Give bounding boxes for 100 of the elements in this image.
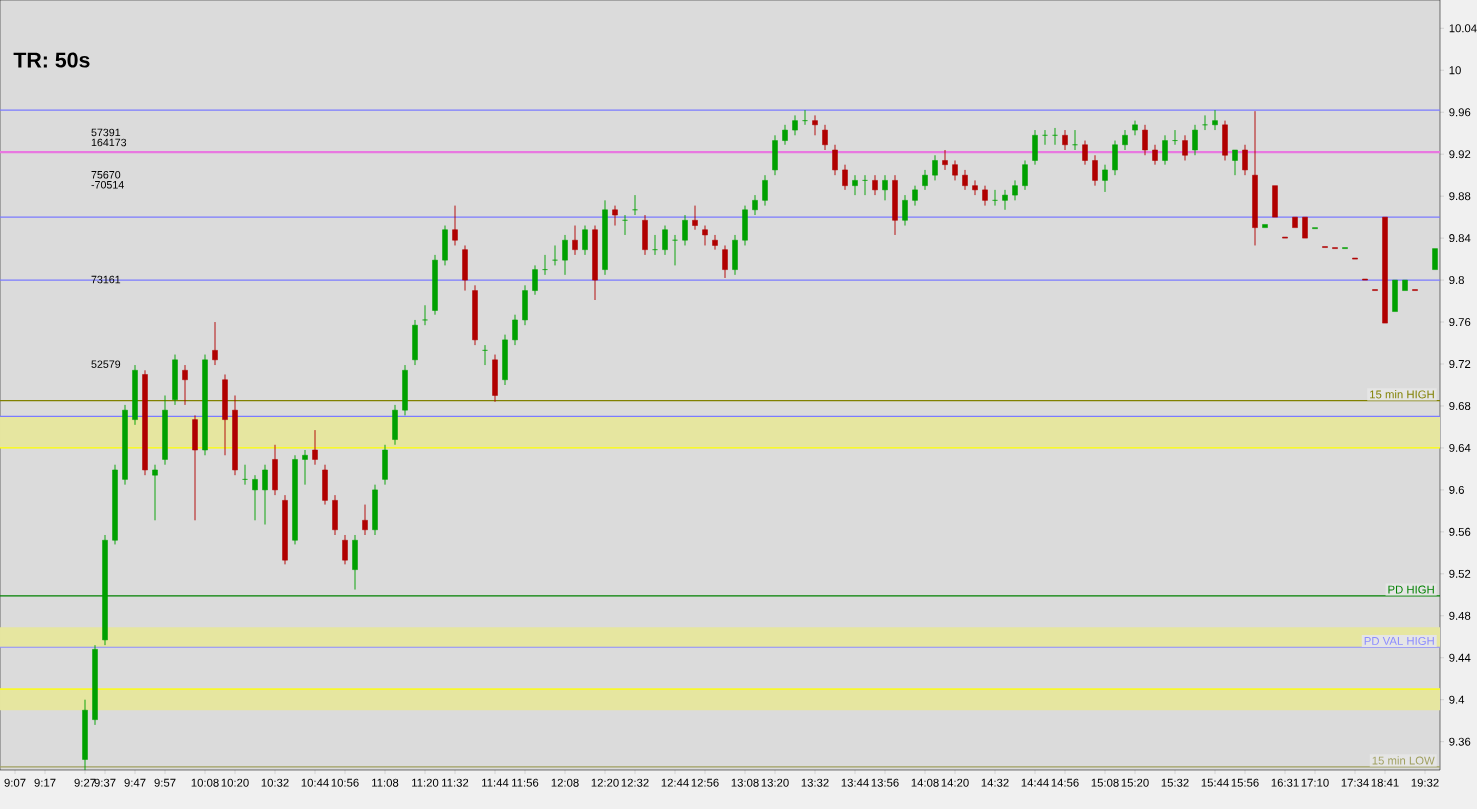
candlestick <box>1212 109 1218 131</box>
candlestick <box>962 169 968 191</box>
candlestick <box>952 160 958 181</box>
candlestick <box>692 205 698 231</box>
candlestick <box>842 164 848 191</box>
candlestick <box>1352 257 1358 260</box>
candlestick <box>1272 185 1278 218</box>
y-tick-label: 9.88 <box>1449 192 1471 201</box>
x-tick-label: 12:20 <box>591 778 619 787</box>
x-tick-label: 13:08 <box>731 778 759 787</box>
candlestick <box>452 205 458 246</box>
x-tick-label: 12:08 <box>551 778 579 787</box>
x-tick-label: 9:37 <box>94 778 116 787</box>
candlestick <box>212 321 218 366</box>
x-tick-label: 11:20 <box>412 778 439 787</box>
candlestick <box>1282 236 1288 239</box>
candlestick <box>782 124 788 146</box>
candlestick <box>1092 154 1098 187</box>
x-tick-label: 12:32 <box>621 778 649 787</box>
candlestick <box>1382 216 1388 324</box>
ref-line-label: 15 min LOW <box>1372 756 1435 765</box>
candlestick <box>862 174 868 196</box>
x-tick-label: 15:44 <box>1201 778 1229 787</box>
x-tick-label: 9:27 <box>74 778 96 787</box>
candlestick <box>152 464 158 521</box>
x-tick-label: 12:44 <box>661 778 689 787</box>
candlestick <box>422 304 428 326</box>
y-tick-label: 9.52 <box>1449 569 1471 578</box>
candlestick <box>672 234 678 266</box>
candlestick <box>302 449 308 486</box>
y-tick-label: 9.76 <box>1449 318 1471 327</box>
candlestick <box>792 114 798 136</box>
x-tick-label: 10:08 <box>191 778 219 787</box>
candlestick <box>682 214 688 246</box>
candlestick <box>342 534 348 565</box>
candlestick <box>1302 216 1308 239</box>
candlestick <box>1232 149 1238 176</box>
ref-line-label: 15 min HIGH <box>1370 390 1434 399</box>
candlestick <box>572 225 578 256</box>
candlestick <box>1402 279 1408 291</box>
candlestick <box>1072 129 1078 151</box>
candlestick <box>1062 129 1068 151</box>
candlestick <box>1182 134 1188 161</box>
y-tick-label: 9.48 <box>1449 611 1471 620</box>
x-tick-label: 18:41 <box>1371 778 1399 787</box>
x-tick-label: 13:32 <box>801 778 829 787</box>
candlestick <box>1202 114 1208 131</box>
x-tick-label: 10:44 <box>301 778 329 787</box>
annotation: 75670 <box>91 171 121 179</box>
x-tick-label: 17:10 <box>1301 778 1329 787</box>
candlestick <box>1002 189 1008 211</box>
candlestick <box>762 174 768 207</box>
x-tick-label: 11:44 <box>482 778 509 787</box>
ref-line-label: PD HIGH <box>1388 585 1434 594</box>
x-tick-label: 13:44 <box>841 778 869 787</box>
y-tick-label: 9.4 <box>1449 695 1465 704</box>
candlestick <box>1012 179 1018 201</box>
y-tick-label: 9.56 <box>1449 527 1471 536</box>
y-tick-label: 10 <box>1449 66 1461 75</box>
candlestick <box>562 234 568 276</box>
candlestick <box>902 194 908 226</box>
x-tick-label: 14:20 <box>941 778 969 787</box>
ref-line-label: PD VAL HIGH <box>1364 636 1434 645</box>
candlestick <box>1432 248 1438 270</box>
annotation: 57391 <box>91 128 121 137</box>
candlestick <box>252 474 258 521</box>
candlestick <box>242 464 248 486</box>
candlestick <box>942 149 948 171</box>
y-tick-label: 9.44 <box>1449 653 1471 662</box>
candlestick <box>1262 224 1268 228</box>
candlestick <box>1152 144 1158 166</box>
y-tick-label: 10.04 <box>1449 24 1477 33</box>
candlestick <box>482 344 488 366</box>
candlestick <box>1192 124 1198 156</box>
candlestick <box>1172 129 1178 146</box>
candlestick <box>722 244 728 279</box>
candlestick <box>832 144 838 176</box>
candlestick <box>1042 129 1048 146</box>
candlestick <box>992 189 998 207</box>
candlestick <box>262 464 268 525</box>
x-tick-label: 17:34 <box>1341 778 1369 787</box>
x-tick-label: 16:31 <box>1271 778 1299 787</box>
x-tick-label: 15:20 <box>1121 778 1149 787</box>
candlestick <box>1102 164 1108 193</box>
candlestick <box>542 254 548 276</box>
y-tick-label: 9.6 <box>1449 485 1464 494</box>
x-tick-label: 13:20 <box>761 778 789 787</box>
annotation: -70514 <box>91 181 124 189</box>
candlestick <box>632 194 638 216</box>
candlestick <box>1162 134 1168 166</box>
x-tick-label: 10:20 <box>221 778 249 787</box>
candlestick <box>182 364 188 406</box>
candlestick <box>822 124 828 151</box>
candlestick <box>812 114 818 136</box>
candlestick <box>982 185 988 207</box>
x-tick-label: 15:56 <box>1231 778 1259 787</box>
candlestick <box>362 504 368 536</box>
candlestick <box>872 174 878 196</box>
x-tick-label: 12:56 <box>691 778 719 787</box>
candlestick <box>622 214 628 236</box>
